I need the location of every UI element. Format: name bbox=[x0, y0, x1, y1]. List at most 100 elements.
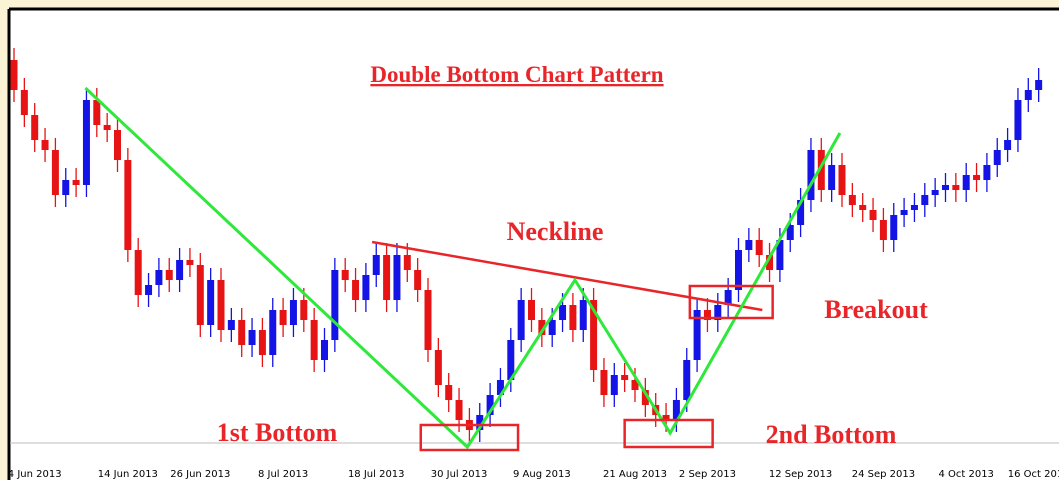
x-tick-label: 16 Oct 2013 bbox=[1008, 469, 1059, 480]
box-label: 1st Bottom bbox=[217, 418, 338, 447]
candle-body bbox=[41, 140, 49, 150]
x-tick-label: 14 Jun 2013 bbox=[98, 469, 158, 480]
candle-body bbox=[672, 400, 680, 420]
candle-body bbox=[300, 300, 308, 320]
x-tick-label: 21 Aug 2013 bbox=[603, 469, 667, 480]
candle-body bbox=[10, 60, 18, 90]
highlight-box bbox=[623, 418, 714, 449]
candle-body bbox=[973, 175, 981, 180]
candle-body bbox=[879, 220, 887, 240]
candle-body bbox=[62, 180, 70, 195]
candle-body bbox=[362, 275, 370, 300]
candle-body bbox=[352, 280, 360, 300]
plot-background bbox=[10, 10, 1059, 480]
candle-body bbox=[145, 285, 153, 295]
candle-body bbox=[269, 310, 277, 355]
candle-body bbox=[579, 300, 587, 330]
candle-body bbox=[569, 305, 577, 330]
candle-body bbox=[766, 255, 774, 270]
candle-body bbox=[196, 265, 204, 325]
candle-body bbox=[124, 160, 132, 250]
candle-body bbox=[714, 305, 722, 320]
neckline bbox=[371, 240, 763, 312]
candle-body bbox=[983, 165, 991, 180]
candle-body bbox=[248, 330, 256, 345]
chart-title: Double Bottom Chart Pattern bbox=[370, 62, 663, 87]
candle-body bbox=[703, 310, 711, 320]
candle-body bbox=[548, 320, 556, 335]
candle-body bbox=[776, 240, 784, 270]
candle-body bbox=[227, 320, 235, 330]
plot: 4 Jun 2013 14 Jun 2013 26 Jun 2013 8 Jul 20… bbox=[8, 48, 1059, 480]
candle-body bbox=[279, 310, 287, 325]
box-label: 2nd Bottom bbox=[766, 420, 897, 449]
candle-body bbox=[51, 150, 59, 195]
x-tick-label: 26 Jun 2013 bbox=[170, 469, 230, 480]
candle-body bbox=[414, 270, 422, 290]
candle-body bbox=[538, 320, 546, 335]
candle-body bbox=[859, 205, 867, 210]
highlight-box bbox=[688, 284, 774, 320]
candle-body bbox=[165, 270, 173, 280]
candle-body bbox=[403, 255, 411, 270]
candle-body bbox=[921, 195, 929, 205]
candle-body bbox=[600, 370, 608, 395]
candle-body bbox=[631, 380, 639, 390]
candle-body bbox=[1024, 90, 1032, 100]
candle-body bbox=[869, 210, 877, 220]
candle-body bbox=[134, 250, 142, 295]
candle-body bbox=[434, 350, 442, 385]
candle-body bbox=[455, 400, 463, 420]
x-tick-label: 9 Aug 2013 bbox=[513, 469, 571, 480]
candle-body bbox=[828, 165, 836, 190]
candle-body bbox=[890, 215, 898, 240]
candle-body bbox=[683, 360, 691, 400]
candle-body bbox=[745, 240, 753, 250]
candle-body bbox=[341, 270, 349, 280]
candle-body bbox=[962, 175, 970, 190]
candle-body bbox=[662, 415, 670, 420]
candle-body bbox=[82, 100, 90, 185]
x-tick-label: 30 Jul 2013 bbox=[431, 469, 488, 480]
candle-body bbox=[207, 280, 215, 325]
candle-body bbox=[838, 165, 846, 195]
x-tick-label: 2 Sep 2013 bbox=[679, 469, 736, 480]
candle-body bbox=[20, 90, 28, 115]
candle-body bbox=[931, 190, 939, 195]
candle-body bbox=[641, 390, 649, 405]
candle-body bbox=[258, 330, 266, 355]
candle-body bbox=[610, 375, 618, 395]
candle-body bbox=[393, 255, 401, 300]
candle-body bbox=[786, 225, 794, 240]
candle-body bbox=[496, 380, 504, 395]
x-tick-label: 12 Sep 2013 bbox=[769, 469, 832, 480]
candle-body bbox=[72, 180, 80, 185]
candle-body bbox=[176, 260, 184, 280]
candle-body bbox=[445, 385, 453, 400]
box-label: Breakout bbox=[824, 295, 928, 324]
candle-body bbox=[372, 255, 380, 275]
candle-body bbox=[621, 375, 629, 380]
candle-body bbox=[217, 280, 225, 330]
candle-body bbox=[103, 125, 111, 130]
candle-body bbox=[693, 310, 701, 360]
candle-body bbox=[517, 300, 525, 340]
candle-body bbox=[942, 185, 949, 190]
candle-body bbox=[910, 205, 918, 210]
candle-body bbox=[724, 290, 732, 305]
candle-body bbox=[993, 150, 1001, 165]
candle-body bbox=[1004, 140, 1012, 150]
candle-body bbox=[476, 415, 484, 430]
x-tick-label: 4 Jun 2013 bbox=[8, 469, 62, 480]
candle-body bbox=[31, 115, 39, 140]
candle-body bbox=[528, 300, 535, 320]
candle-body bbox=[238, 320, 246, 345]
candle-body bbox=[155, 270, 163, 285]
candle-body bbox=[289, 300, 297, 325]
candle-body bbox=[114, 130, 121, 160]
candle-body bbox=[331, 270, 339, 340]
candle-body bbox=[321, 340, 328, 360]
x-tick-label: 8 Jul 2013 bbox=[258, 469, 308, 480]
candle-body bbox=[383, 255, 391, 300]
